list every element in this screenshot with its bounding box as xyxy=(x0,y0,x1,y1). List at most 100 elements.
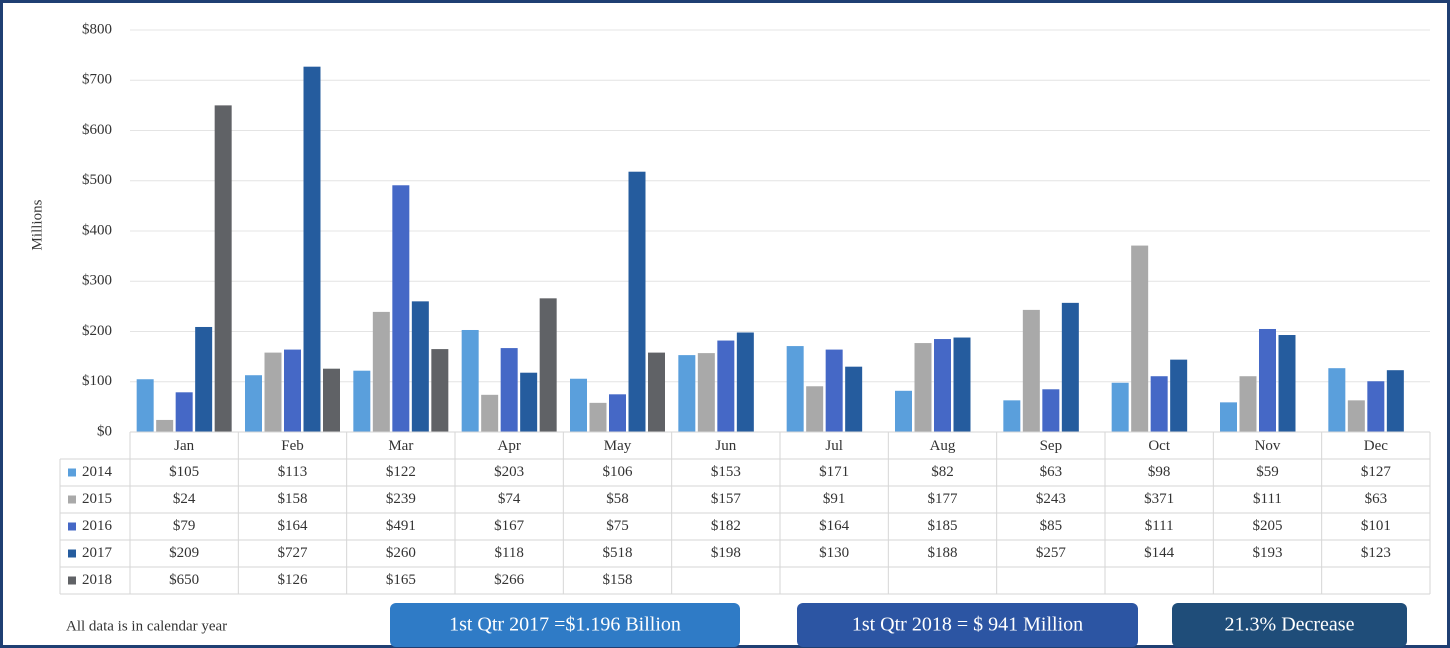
callout-text: 1st Qtr 2017 =$1.196 Billion xyxy=(449,614,681,636)
bar xyxy=(1022,309,1040,432)
table-value: $58 xyxy=(606,491,629,507)
table-value: $239 xyxy=(386,491,416,507)
x-tick-label: Jan xyxy=(174,438,194,454)
table-value: $203 xyxy=(494,464,524,480)
table-value: $727 xyxy=(278,545,309,561)
bar xyxy=(628,171,646,432)
bar xyxy=(539,298,557,432)
table-value: $164 xyxy=(278,518,309,534)
bar xyxy=(1150,376,1168,432)
bar xyxy=(284,349,301,432)
table-value: $79 xyxy=(173,518,196,534)
table-value: $260 xyxy=(386,545,416,561)
table-value: $518 xyxy=(603,545,633,561)
y-tick-label: $600 xyxy=(82,122,112,138)
callout-text: 21.3% Decrease xyxy=(1225,614,1355,636)
bar xyxy=(825,349,843,432)
table-value: $123 xyxy=(1361,545,1391,561)
legend-swatch xyxy=(68,576,76,585)
table-value: $126 xyxy=(278,572,309,588)
y-tick-label: $0 xyxy=(97,423,112,439)
bar xyxy=(1239,376,1257,432)
bar xyxy=(481,394,499,432)
callout-box xyxy=(797,603,1138,647)
legend-label: 2017 xyxy=(82,545,113,561)
table-value: $111 xyxy=(1253,491,1282,507)
bar xyxy=(845,366,863,432)
table-value: $266 xyxy=(494,572,525,588)
bar xyxy=(697,353,715,432)
table-value: $101 xyxy=(1361,518,1391,534)
x-tick-label: Feb xyxy=(281,438,304,454)
table-value: $74 xyxy=(498,491,521,507)
bar xyxy=(806,386,824,432)
bar xyxy=(461,329,479,432)
x-tick-label: Oct xyxy=(1148,438,1170,454)
bar xyxy=(895,390,912,432)
x-tick-label: Jul xyxy=(825,438,843,454)
y-tick-label: $700 xyxy=(82,72,112,88)
table-value: $188 xyxy=(928,545,958,561)
table-value: $98 xyxy=(1148,464,1171,480)
table-value: $85 xyxy=(1040,518,1063,534)
x-tick-label: Sep xyxy=(1040,438,1063,454)
table-value: $182 xyxy=(711,518,741,534)
table-value: $111 xyxy=(1145,518,1174,534)
table-value: $118 xyxy=(494,545,523,561)
bar xyxy=(1170,359,1188,432)
footnote: All data is in calendar year xyxy=(66,618,227,634)
callout-box xyxy=(390,603,740,647)
table-value: $157 xyxy=(711,491,742,507)
x-tick-label: Apr xyxy=(498,438,521,454)
table-value: $171 xyxy=(819,464,849,480)
x-tick-label: Mar xyxy=(388,438,413,454)
bar xyxy=(1347,400,1365,432)
bar xyxy=(372,311,390,432)
bar xyxy=(431,349,449,432)
bar xyxy=(1386,370,1404,432)
table-value: $193 xyxy=(1253,545,1283,561)
table-value: $63 xyxy=(1365,491,1388,507)
table-value: $164 xyxy=(819,518,850,534)
bar xyxy=(934,339,951,432)
bar xyxy=(1003,400,1021,432)
bar xyxy=(1328,368,1346,432)
bar xyxy=(589,402,607,432)
bar xyxy=(1220,402,1237,432)
table-value: $243 xyxy=(1036,491,1066,507)
table-value: $158 xyxy=(603,572,633,588)
bar xyxy=(323,368,340,432)
y-axis-label: Millions xyxy=(29,199,45,250)
legend-swatch xyxy=(68,522,76,531)
table-value: $105 xyxy=(169,464,199,480)
legend-label: 2015 xyxy=(82,491,112,507)
table-value: $59 xyxy=(1256,464,1279,480)
x-tick-label: Jun xyxy=(715,438,736,454)
y-tick-label: $100 xyxy=(82,373,112,389)
bar xyxy=(570,378,587,432)
legend-label: 2014 xyxy=(82,464,113,480)
table-value: $158 xyxy=(278,491,308,507)
bar xyxy=(175,392,193,432)
table-value: $185 xyxy=(928,518,958,534)
y-tick-label: $400 xyxy=(82,222,112,238)
bar xyxy=(1111,382,1129,432)
bar xyxy=(245,375,262,432)
y-tick-label: $500 xyxy=(82,172,112,188)
legend-swatch xyxy=(68,468,76,477)
table-value: $127 xyxy=(1361,464,1392,480)
x-tick-label: Dec xyxy=(1364,438,1388,454)
table-value: $63 xyxy=(1040,464,1063,480)
bar xyxy=(303,66,321,433)
legend-label: 2018 xyxy=(82,572,112,588)
table-value: $371 xyxy=(1144,491,1174,507)
bar xyxy=(678,355,696,432)
bar xyxy=(717,340,735,432)
bar xyxy=(264,352,282,432)
table-value: $205 xyxy=(1253,518,1283,534)
bar xyxy=(411,301,429,432)
table-value: $153 xyxy=(711,464,741,480)
table-value: $198 xyxy=(711,545,741,561)
bar xyxy=(214,105,232,432)
legend-swatch xyxy=(68,549,76,558)
